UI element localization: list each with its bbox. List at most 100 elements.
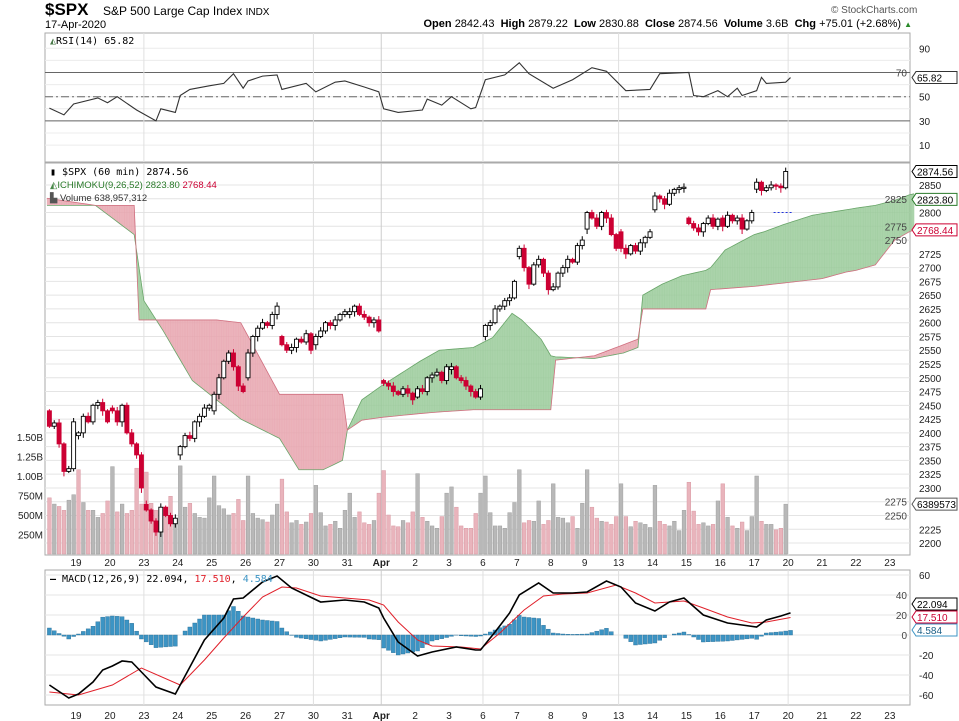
cloud-segment-green (879, 203, 883, 260)
candle-down (361, 313, 367, 318)
cloud-segment-green (831, 211, 835, 277)
macd-tick-label: -20 (919, 651, 934, 662)
candle-up (652, 195, 658, 211)
macd-histogram-bar (328, 634, 333, 640)
volume-bar (187, 503, 193, 555)
cloud-segment-green (657, 285, 660, 310)
cloud-segment-red (635, 338, 639, 349)
ichimoku-label: ICHIMOKU(9,26,52) (57, 180, 143, 191)
cloud-segment-green (686, 273, 690, 310)
macd-histogram-bar (381, 634, 386, 649)
price-tick-label: 2575 (919, 332, 942, 343)
date-axis-label: 25 (206, 711, 218, 721)
macd-legend: — MACD(12,26,9) 22.094, 17.510, 4.584 (50, 574, 273, 585)
date-axis-label: 21 (816, 558, 828, 569)
macd-histogram-bar (676, 632, 682, 636)
rsi-legend-text: RSI(14) 65.82 (56, 36, 134, 47)
volume-bar (662, 524, 667, 555)
low-value: 2830.88 (599, 18, 639, 30)
cloud-segment-red (628, 341, 631, 352)
macd-histogram-bar (483, 633, 488, 636)
volume-bar (492, 525, 498, 555)
cloud-segment-green (516, 316, 520, 410)
macd-histogram-bar (715, 634, 721, 642)
candle-up (754, 181, 760, 190)
cloud-segment-green (867, 205, 871, 268)
span-b-value-tag-box (911, 223, 958, 237)
cloud-segment-green (434, 351, 438, 413)
macd-histogram-bar (652, 634, 658, 644)
macd-histogram-bar (662, 634, 667, 638)
price-tick-label: 2475 (919, 388, 942, 399)
cloud-segment-red (255, 349, 258, 428)
cloud-segment-green (746, 236, 750, 288)
candle-up (550, 286, 556, 291)
ichimoku-span-b-value: 2768.44 (182, 180, 216, 191)
candle-up (478, 388, 483, 398)
macd-histogram-bar (560, 633, 566, 636)
volume-bar (71, 494, 76, 555)
macd-histogram-bar (124, 619, 130, 636)
candle-down (759, 181, 764, 191)
price-tick-label: 2725 (919, 250, 942, 261)
cloud-segment-green (436, 349, 440, 413)
volume-bar (570, 516, 575, 555)
macd-histogram-bar (783, 630, 788, 636)
date-axis-label: 20 (783, 711, 795, 721)
candle-up (584, 212, 590, 230)
candle-down (439, 371, 445, 381)
candle-up (434, 371, 440, 376)
volume-bar (420, 517, 425, 555)
volume-bar (618, 483, 624, 555)
macd-histogram-bar (95, 621, 101, 636)
candle-up (676, 187, 682, 190)
date-axis-label: 24 (172, 558, 184, 569)
macd-legend-name: MACD(12,26,9) (62, 574, 140, 585)
cloud-segment-red (339, 394, 343, 462)
candle-up (744, 220, 750, 230)
volume-bar (270, 514, 275, 555)
date-axis-label: 16 (715, 558, 727, 569)
cloud-segment-green (456, 348, 459, 412)
signal-value-tag: 17.510 (911, 610, 958, 624)
candle-down (468, 385, 474, 392)
cloud-segment-green (775, 226, 779, 285)
volume-bar (318, 512, 323, 555)
cloud-segment-green (877, 203, 881, 263)
volume-bar (47, 497, 52, 555)
volume-bar (308, 513, 314, 555)
cloud-segment-green (906, 194, 910, 234)
quote-date: 17-Apr-2020 (45, 19, 107, 31)
price-tick-label: 2850 (919, 181, 942, 192)
volume-bar (696, 524, 701, 555)
volume-bar (163, 514, 168, 555)
candle-down (134, 443, 140, 456)
cloud-segment-green (497, 327, 501, 410)
volume-bar (90, 510, 96, 555)
cloud-segment-red (262, 362, 266, 432)
candle-down (594, 217, 600, 227)
cloud-segment-green (872, 205, 876, 266)
price-tick-label: 2700 (919, 264, 942, 275)
volume-bar (120, 503, 125, 555)
cloud-segment-green (732, 244, 736, 289)
macd-histogram-bar (376, 634, 381, 640)
exchange: INDX (245, 7, 270, 18)
macd-histogram-bar (575, 634, 580, 636)
volume-bar (444, 492, 449, 555)
candle-down (395, 391, 401, 395)
candle-up (197, 415, 203, 423)
cloud-segment-green (548, 350, 551, 410)
cloud-segment-red (337, 394, 341, 464)
volume-bar (720, 483, 725, 555)
volume-bar (555, 517, 561, 555)
cloud-segment-green (506, 315, 510, 410)
macd-histogram-bar (240, 615, 246, 636)
cloud-segment-green (378, 385, 382, 419)
volume-bar (221, 508, 226, 555)
cloud-segment-green (802, 217, 806, 282)
macd-histogram-bar (473, 634, 478, 637)
macd-tick-label: -40 (919, 671, 934, 682)
rsi-tick-label: 90 (919, 44, 931, 55)
macd-histogram-bar (265, 620, 270, 636)
